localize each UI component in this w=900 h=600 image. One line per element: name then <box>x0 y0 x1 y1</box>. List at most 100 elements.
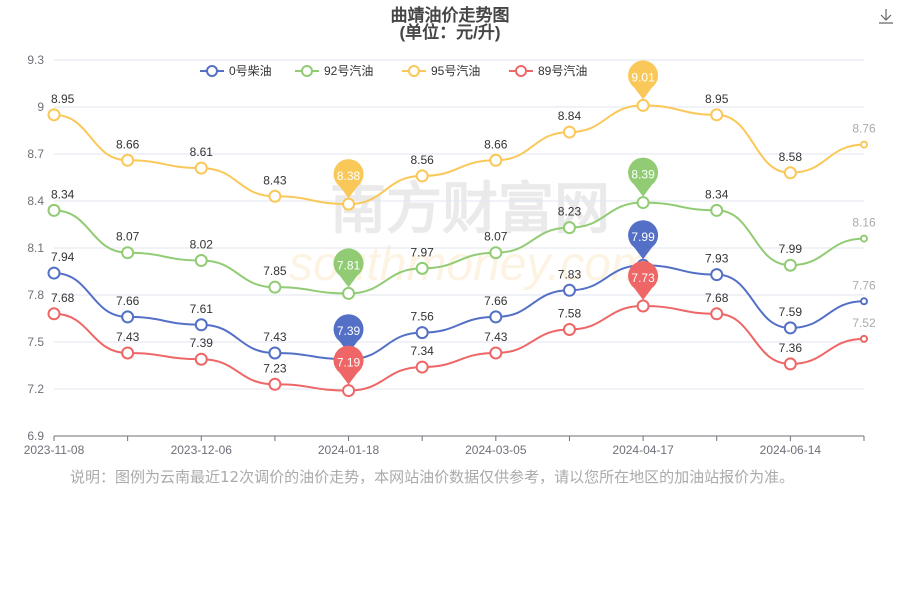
data-label: 7.43 <box>116 330 140 344</box>
data-label: 7.85 <box>263 264 287 278</box>
data-label: 8.84 <box>558 109 582 123</box>
data-point[interactable] <box>710 203 724 217</box>
data-label: 8.95 <box>51 92 75 106</box>
data-point[interactable] <box>121 346 135 360</box>
data-point[interactable] <box>562 283 576 297</box>
pin-marker <box>628 60 659 100</box>
data-point[interactable] <box>268 346 282 360</box>
pin-marker <box>628 260 659 300</box>
data-point[interactable] <box>415 326 429 340</box>
data-point[interactable] <box>268 377 282 391</box>
legend-item[interactable]: 92号汽油 <box>295 63 373 78</box>
data-label: 8.56 <box>411 153 435 167</box>
data-point[interactable] <box>562 125 576 139</box>
data-point[interactable] <box>783 258 797 272</box>
legend-item[interactable]: 0号柴油 <box>200 64 272 78</box>
data-point[interactable] <box>489 346 503 360</box>
data-label: 8.07 <box>484 230 508 244</box>
data-label: 8.58 <box>779 150 803 164</box>
data-point[interactable] <box>489 153 503 167</box>
series-line <box>53 304 865 392</box>
data-label: 8.95 <box>705 92 729 106</box>
data-label: 7.66 <box>116 294 140 308</box>
x-tick-label: 2024-03-05 <box>465 443 527 457</box>
data-label: 8.61 <box>190 145 214 159</box>
data-point[interactable] <box>860 297 868 306</box>
data-point[interactable] <box>783 321 797 335</box>
legend-label: 92号汽油 <box>324 63 373 78</box>
data-point[interactable] <box>121 310 135 324</box>
data-point[interactable] <box>415 261 429 275</box>
y-tick-label: 7.8 <box>27 288 44 302</box>
data-label: 7.52 <box>852 316 876 330</box>
pin-marker <box>628 220 659 260</box>
chart-title: 曲靖油价走势图 <box>391 5 510 25</box>
pin-marker <box>333 248 364 288</box>
chart-note: 说明：图例为云南最近12次调价的油价走势，本网站油价数据仅供参考，请以您所在地区… <box>70 468 795 486</box>
data-point[interactable] <box>342 197 356 211</box>
data-label: 7.43 <box>484 330 508 344</box>
data-point[interactable] <box>415 169 429 183</box>
data-point[interactable] <box>268 189 282 203</box>
data-point[interactable] <box>194 161 208 175</box>
data-point[interactable] <box>121 246 135 260</box>
data-point[interactable] <box>860 234 868 243</box>
download-icon[interactable] <box>879 9 893 24</box>
legend-marker <box>515 65 527 77</box>
chart-subtitle: (单位：元/升) <box>399 22 500 42</box>
data-label: 7.97 <box>411 245 435 259</box>
legend-label: 95号汽油 <box>431 63 480 78</box>
download-icon-glyph <box>879 9 893 24</box>
data-point[interactable] <box>636 299 650 313</box>
pin-label: 7.19 <box>337 356 361 370</box>
x-tick-label: 2024-06-14 <box>760 443 822 457</box>
data-label: 8.66 <box>116 137 140 151</box>
data-point[interactable] <box>194 318 208 332</box>
data-point[interactable] <box>194 254 208 268</box>
pin-marker <box>628 157 659 197</box>
legend-marker <box>301 65 313 77</box>
data-point[interactable] <box>636 98 650 112</box>
data-point[interactable] <box>268 280 282 294</box>
data-label: 7.99 <box>779 242 803 256</box>
data-point[interactable] <box>489 246 503 260</box>
data-point[interactable] <box>47 266 61 280</box>
y-tick-label: 7.2 <box>27 382 44 396</box>
data-point[interactable] <box>710 307 724 321</box>
data-label: 7.93 <box>705 252 729 266</box>
legend-item[interactable]: 89号汽油 <box>509 63 587 78</box>
data-label: 8.07 <box>116 230 140 244</box>
legend-item[interactable]: 95号汽油 <box>402 63 480 78</box>
data-point[interactable] <box>710 108 724 122</box>
data-label: 8.34 <box>51 187 75 201</box>
pin-marker <box>333 314 364 354</box>
data-point[interactable] <box>636 196 650 210</box>
data-point[interactable] <box>710 268 724 282</box>
data-point[interactable] <box>783 357 797 371</box>
data-label: 7.68 <box>51 291 75 305</box>
y-tick-label: 7.5 <box>27 335 44 349</box>
data-point[interactable] <box>562 221 576 235</box>
y-tick-label: 8.4 <box>27 194 44 208</box>
data-point[interactable] <box>562 322 576 336</box>
data-point[interactable] <box>342 384 356 398</box>
legend-marker <box>206 65 218 77</box>
data-point[interactable] <box>860 140 868 149</box>
y-tick-label: 8.7 <box>27 147 44 161</box>
data-point[interactable] <box>783 166 797 180</box>
data-point[interactable] <box>194 352 208 366</box>
legend-label: 0号柴油 <box>229 64 272 78</box>
data-point[interactable] <box>860 334 868 343</box>
data-point[interactable] <box>47 108 61 122</box>
data-label: 8.02 <box>190 238 214 252</box>
data-point[interactable] <box>489 310 503 324</box>
data-point[interactable] <box>47 203 61 217</box>
data-point[interactable] <box>342 286 356 300</box>
data-label: 7.43 <box>263 330 287 344</box>
data-point[interactable] <box>121 153 135 167</box>
data-label: 7.36 <box>779 341 803 355</box>
y-tick-label: 9.3 <box>27 53 44 67</box>
data-point[interactable] <box>415 360 429 374</box>
data-point[interactable] <box>47 307 61 321</box>
